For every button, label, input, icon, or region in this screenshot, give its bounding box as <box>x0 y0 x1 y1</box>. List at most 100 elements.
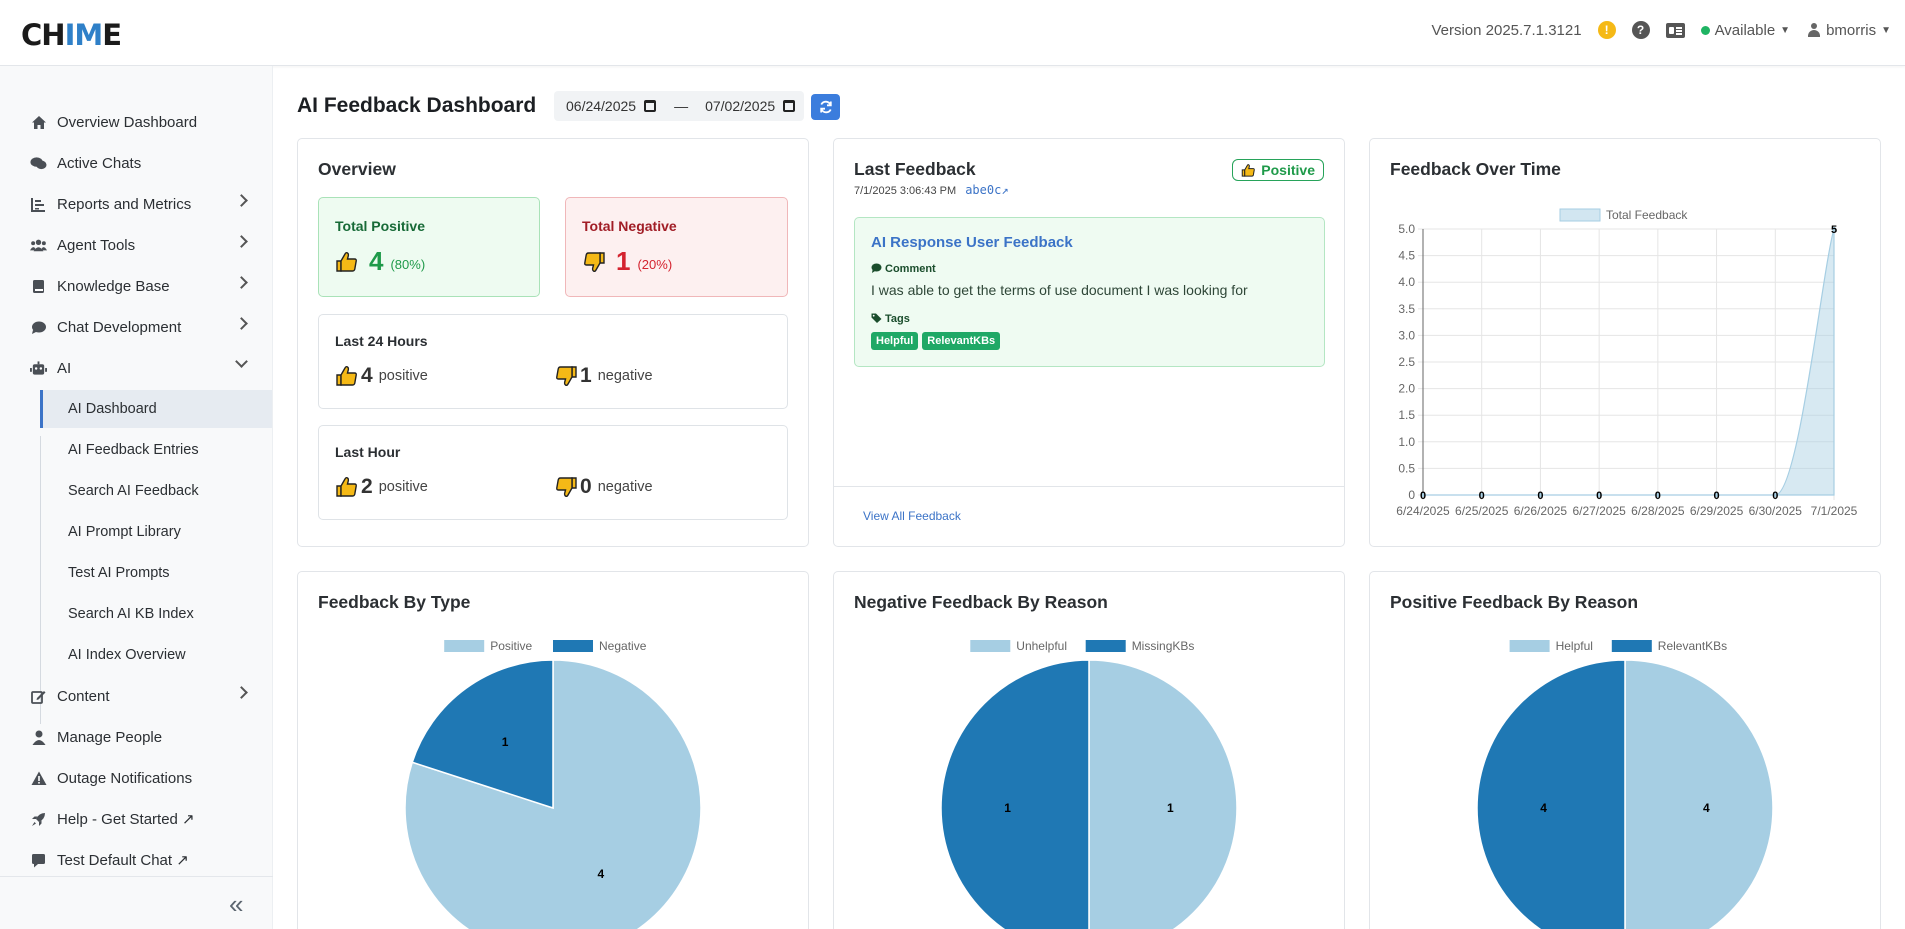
negative-word: negative <box>597 368 653 384</box>
data-point <box>1832 227 1836 231</box>
chime-logo[interactable]: CHIME <box>21 18 122 52</box>
help-icon[interactable]: ? <box>1631 21 1650 39</box>
feedback-by-type-title: Feedback By Type <box>318 592 471 612</box>
pie-value-label: 1 <box>1167 801 1174 815</box>
sidebar-item-help-get-started[interactable]: Help - Get Started ↗ <box>0 800 273 838</box>
warning-icon[interactable]: ! <box>1597 21 1616 39</box>
last-24-hours-label: Last 24 Hours <box>335 333 428 349</box>
positive-reason-title: Positive Feedback By Reason <box>1390 592 1639 612</box>
last-24-negative-count: 1 <box>580 364 592 387</box>
date-to-input[interactable]: 07/02/2025 <box>705 98 776 114</box>
feedback-by-type-chart: Positive Negative 4 1 <box>404 639 702 929</box>
pie-value-label: 1 <box>1004 801 1011 815</box>
refresh-button[interactable] <box>811 94 840 120</box>
sidebar-item-knowledge-base[interactable]: Knowledge Base <box>0 267 273 305</box>
feedback-box-title[interactable]: AI Response User Feedback <box>871 234 1073 251</box>
data-label: 0 <box>1714 490 1720 502</box>
reports-icon <box>30 196 47 213</box>
sidebar-item-label: Overview Dashboard <box>57 113 198 131</box>
page-title: AI Feedback Dashboard <box>297 94 537 117</box>
sidebar-subitem-ai-feedback-entries[interactable]: AI Feedback Entries <box>68 442 199 458</box>
sidebar-item-manage-people[interactable]: Manage People <box>0 718 273 756</box>
y-tick-label: 3.5 <box>1398 302 1415 316</box>
legend-swatch <box>1085 640 1126 652</box>
sidebar-item-test-default-chat[interactable]: Test Default Chat ↗ <box>0 841 273 879</box>
sidebar-item-agent-tools[interactable]: Agent Tools <box>0 226 273 264</box>
refresh-icon <box>819 100 832 114</box>
data-label: 0 <box>1420 490 1426 502</box>
sidebar-item-content[interactable]: Content <box>0 677 273 715</box>
user-dropdown[interactable]: bmorris ▼ <box>1808 22 1891 39</box>
user-name: bmorris <box>1826 21 1877 39</box>
date-range-picker: 06/24/2025 — 07/02/2025 <box>554 91 804 121</box>
sidebar-item-ai[interactable]: AI <box>0 349 273 387</box>
thumbs-up-icon <box>336 251 357 272</box>
data-point <box>1421 493 1425 497</box>
total-negative-count: 1 <box>616 246 631 276</box>
sidebar-item-label: Test Default Chat ↗ <box>57 852 189 869</box>
data-label: 5 <box>1831 224 1837 236</box>
sidebar-item-reports-and-metrics[interactable]: Reports and Metrics <box>0 185 273 223</box>
last-feedback-card: Last Feedback Positive 7/1/2025 3:06:43 … <box>833 138 1345 547</box>
view-all-feedback-link[interactable]: View All Feedback <box>863 509 961 523</box>
sidebar-subitem-search-ai-feedback[interactable]: Search AI Feedback <box>68 483 199 499</box>
positive-badge-label: Positive <box>1261 162 1315 178</box>
id-card-icon[interactable] <box>1665 22 1685 38</box>
feedback-comment-text: I was able to get the terms of use docum… <box>871 282 1248 298</box>
y-tick-label: 1.5 <box>1398 408 1415 422</box>
thumbs-up-icon <box>336 365 357 386</box>
pie-value-label: 1 <box>502 735 509 749</box>
data-label: 0 <box>1537 490 1543 502</box>
y-tick-label: 2.5 <box>1398 355 1415 369</box>
calendar-icon[interactable] <box>644 100 657 112</box>
collapse-sidebar-icon[interactable]: « <box>229 889 244 919</box>
calendar-icon[interactable] <box>783 100 796 112</box>
y-tick-label: 1.0 <box>1398 435 1415 449</box>
y-tick-label: 0 <box>1408 488 1415 502</box>
y-tick-label: 3.0 <box>1398 328 1415 342</box>
feedback-over-time-chart: Total Feedback 0 0.5 1.0 1.5 2.0 2.5 3.0 3.5 4.0 4… <box>1396 208 1857 518</box>
chevron-right-icon <box>235 276 248 289</box>
sidebar-item-label: Active Chats <box>57 154 142 172</box>
total-negative-percent: (20%) <box>637 257 673 272</box>
negative-reason-card: Negative Feedback By Reason Unhelpful Mis… <box>833 571 1345 929</box>
status-dropdown[interactable]: Available ▼ <box>1700 22 1790 39</box>
sidebar-item-overview-dashboard[interactable]: Overview Dashboard <box>0 103 273 141</box>
chevron-right-icon <box>235 317 248 330</box>
top-header: CHIME Version 2025.7.1.3121 ! ? Availabl… <box>0 0 1905 66</box>
feedback-id-link[interactable]: abe0c↗ <box>965 183 1009 197</box>
positive-word: positive <box>378 479 428 495</box>
version-text: Version 2025.7.1.3121 <box>1431 21 1582 39</box>
sidebar-subitem-ai-index-overview[interactable]: AI Index Overview <box>68 647 186 663</box>
legend-swatch <box>970 640 1011 652</box>
edit-icon <box>30 688 47 705</box>
sidebar-subitem-test-ai-prompts[interactable]: Test AI Prompts <box>68 565 170 581</box>
negative-reason-chart: Unhelpful MissingKBs 1 1 <box>940 639 1238 929</box>
sidebar-item-chat-development[interactable]: Chat Development <box>0 308 273 346</box>
pie-slice <box>411 659 554 810</box>
x-tick-label: 6/24/2025 <box>1396 504 1450 518</box>
data-point <box>1773 493 1778 497</box>
tags-heading: Tags <box>871 313 910 325</box>
total-negative-label: Total Negative <box>582 218 677 234</box>
chevron-down-icon <box>235 355 248 368</box>
y-tick-label: 5.0 <box>1398 222 1415 236</box>
sidebar-item-label: Outage Notifications <box>57 769 193 787</box>
user-icon <box>1808 23 1821 37</box>
pie-value-label: 4 <box>1703 801 1710 815</box>
tag-list: Helpful RelevantKBs <box>871 332 1004 350</box>
sidebar-subitem-search-ai-kb-index[interactable]: Search AI KB Index <box>68 606 194 622</box>
sidebar-item-label: Help - Get Started ↗ <box>57 811 195 828</box>
data-label: 0 <box>1655 490 1661 502</box>
sidebar-item-outage-notifications[interactable]: Outage Notifications <box>0 759 273 797</box>
sidebar-subitem-ai-prompt-library[interactable]: AI Prompt Library <box>68 524 181 540</box>
sidebar-subitem-ai-dashboard[interactable]: AI Dashboard <box>40 390 272 428</box>
comment-icon <box>871 263 882 273</box>
pie-slice <box>940 659 1090 929</box>
legend-label: MissingKBs <box>1132 639 1195 653</box>
negative-reason-title: Negative Feedback By Reason <box>854 592 1108 612</box>
date-from-input[interactable]: 06/24/2025 <box>566 98 637 114</box>
data-point <box>1597 493 1602 497</box>
sidebar-item-active-chats[interactable]: Active Chats <box>0 144 273 182</box>
data-point <box>1655 493 1660 497</box>
